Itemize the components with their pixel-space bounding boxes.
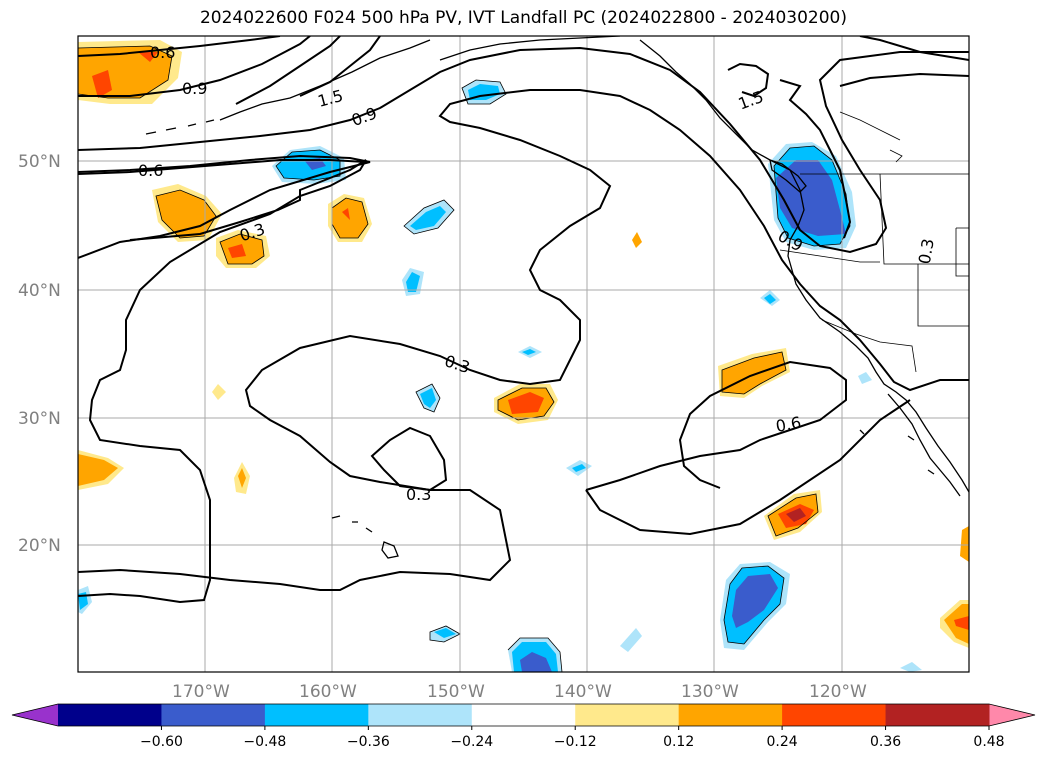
colorbar-right-extension: [989, 704, 1035, 726]
lat-label: 20°N: [18, 536, 61, 556]
contour-label: 0.6: [150, 43, 175, 62]
colorbar-tick-label: −0.60: [140, 734, 183, 750]
colorbar-segment: [678, 704, 783, 726]
graticule: [78, 36, 969, 672]
lon-label: 150°W: [427, 682, 485, 702]
ivt-contours: [78, 36, 969, 604]
longitude-labels: 170°W 160°W 150°W 140°W 130°W 120°W: [172, 682, 867, 702]
colorbar: −0.60 −0.48 −0.36 −0.24 −0.12 0.12 0.24 0.36 0.4…: [11, 703, 1036, 750]
colorbar-tick-label: 0.12: [663, 734, 694, 750]
lon-label: 130°W: [681, 682, 739, 702]
map-title: 2024022600 F024 500 hPa PV, IVT Landfall…: [199, 8, 847, 28]
lon-label: 160°W: [299, 682, 357, 702]
colorbar-segment: [782, 704, 887, 726]
lat-label: 50°N: [18, 152, 61, 172]
shading-outlines: [78, 45, 851, 672]
colorbar-segment: [885, 704, 990, 726]
lon-label: 170°W: [172, 682, 230, 702]
colorbar-tick-label: −0.12: [554, 734, 597, 750]
colorbar-segment: [58, 704, 162, 726]
colorbar-segment: [471, 704, 576, 726]
contour-label: 0.6: [138, 161, 163, 180]
colorbar-tick-label: −0.24: [450, 734, 493, 750]
colorbar-left-extension: [12, 704, 58, 726]
colorbar-segment: [575, 704, 680, 726]
lon-label: 140°W: [554, 682, 612, 702]
colorbar-outline: [11, 703, 1036, 727]
lon-label: 120°W: [809, 682, 867, 702]
contour-label: 0.3: [406, 485, 431, 504]
map-area: 0.6 0.9 1.5 0.9 0.6 0.3 1.5 0.9 0.3 0.3 …: [78, 36, 969, 672]
colorbar-tick-label: 0.36: [870, 734, 901, 750]
colorbar-tick-label: 0.24: [767, 734, 798, 750]
latitude-labels: 50°N 40°N 30°N 20°N: [18, 152, 61, 556]
contour-label: 0.9: [182, 79, 207, 98]
colorbar-segment: [161, 704, 266, 726]
contour-label: 0.6: [774, 413, 802, 436]
colorbar-tick-label: −0.48: [243, 734, 286, 750]
colorbar-segment: [264, 704, 369, 726]
map-frame: [77, 35, 970, 673]
contour-label: 0.3: [915, 237, 938, 265]
lat-label: 40°N: [18, 281, 61, 301]
lat-label: 30°N: [18, 409, 61, 429]
colorbar-tick-label: 0.48: [973, 734, 1004, 750]
borders: [779, 111, 969, 373]
colorbar-tick-label: −0.36: [347, 734, 390, 750]
colorbar-segment: [368, 704, 473, 726]
